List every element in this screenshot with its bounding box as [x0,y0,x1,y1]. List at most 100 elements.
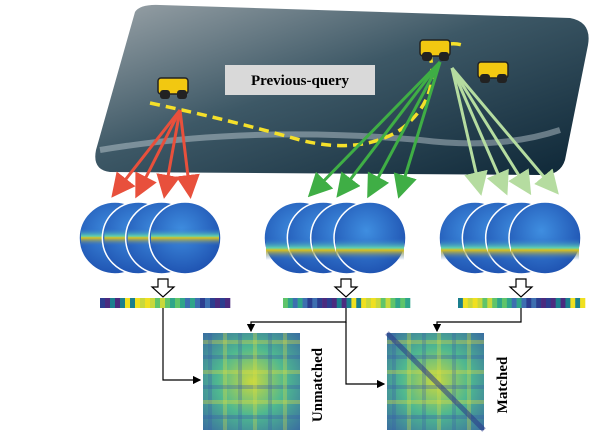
descriptor-cell [492,298,497,308]
descriptor-cell [175,298,180,308]
descriptor-cell [283,298,288,308]
descriptor-cell [487,298,492,308]
descriptor-cell [575,298,580,308]
descriptor-cell [298,298,303,308]
descriptor-cell [342,298,347,308]
descriptor-cell [405,298,410,308]
similarity-matrices [203,333,484,430]
descriptor-cell [400,298,405,308]
descriptor-cell [165,298,170,308]
descriptor-cell [482,298,487,308]
descriptor-cell [458,298,463,308]
descriptor-cell [225,298,230,308]
descriptor-cell [160,298,165,308]
descriptor-cell [351,298,356,308]
descriptor-cell [507,298,512,308]
descriptor-cell [185,298,190,308]
robot-wheel [160,90,170,99]
descriptor-cell [561,298,566,308]
descriptor-cell [565,298,570,308]
page: Previous-query Unmatched Matched (() => … [0,0,594,437]
descriptor-cell [215,298,220,308]
descriptor-cell [386,298,391,308]
descriptor-cell [337,298,342,308]
descriptor-cell [395,298,400,308]
descriptor-cell [145,298,150,308]
descriptor-cell [526,298,531,308]
descriptor-cell [478,298,483,308]
descriptor-cell [556,298,561,308]
descriptor-cell [536,298,541,308]
descriptor-cell [371,298,376,308]
descriptor-cell [502,298,507,308]
descriptor-cell [105,298,110,308]
previous-query-label: Previous-query [251,73,350,89]
descriptor-cell [135,298,140,308]
down-arrow [152,279,174,297]
descriptor-cell [512,298,517,308]
descriptor-cell [288,298,293,308]
descriptor-cell [180,298,185,308]
descriptor-cell [347,298,352,308]
descriptor-cell [150,298,155,308]
connector [346,322,384,384]
matched-label: Matched [495,356,511,413]
sphere-band [151,228,219,246]
descriptor-cell [332,298,337,308]
descriptor-cell [541,298,546,308]
descriptor-cell [120,298,125,308]
descriptor-cell [531,298,536,308]
descriptor-cell [463,298,468,308]
descriptor-cell [317,298,322,308]
descriptor-cell [210,298,215,308]
descriptor-cell [361,298,366,308]
descriptor-cell [115,298,120,308]
descriptor-cell [195,298,200,308]
descriptor-cell [580,298,585,308]
spherical-projections [79,202,581,274]
descriptor-cell [551,298,556,308]
descriptor-cell [390,298,395,308]
descriptor-cell [130,298,135,308]
descriptor-cell [570,298,575,308]
descriptor-cell [303,298,308,308]
descriptor-cell [110,298,115,308]
robot-wheel [439,52,449,61]
descriptor-cell [155,298,160,308]
sphere-band [336,238,404,260]
robot-wheel [480,74,490,83]
descriptor-cell [312,298,317,308]
descriptor-cell [522,298,527,308]
matrix-band [283,333,287,430]
descriptor-cell [170,298,175,308]
figure: Previous-query Unmatched Matched [0,0,594,437]
descriptor-cell [322,298,327,308]
descriptor-cell [366,298,371,308]
down-arrow [510,279,532,297]
unmatched-label: Unmatched [310,347,326,422]
descriptor-cell [200,298,205,308]
descriptors [100,279,585,308]
descriptor-cell [100,298,105,308]
descriptor-cell [468,298,473,308]
descriptor-cell [356,298,361,308]
down-arrow [335,279,357,297]
descriptor-cell [220,298,225,308]
descriptor-cell [125,298,130,308]
descriptor-cell [293,298,298,308]
descriptor-cell [327,298,332,308]
descriptor-cell [473,298,478,308]
descriptor-cell [190,298,195,308]
descriptor-cell [546,298,551,308]
connector [163,308,200,380]
descriptor-cell [307,298,312,308]
robot-wheel [177,90,187,99]
descriptor-cell [381,298,386,308]
descriptor-cell [140,298,145,308]
connector [437,308,521,331]
connector [251,308,346,331]
descriptor-cell [517,298,522,308]
robot-wheel [497,74,507,83]
descriptor-cell [205,298,210,308]
descriptor-cell [376,298,381,308]
